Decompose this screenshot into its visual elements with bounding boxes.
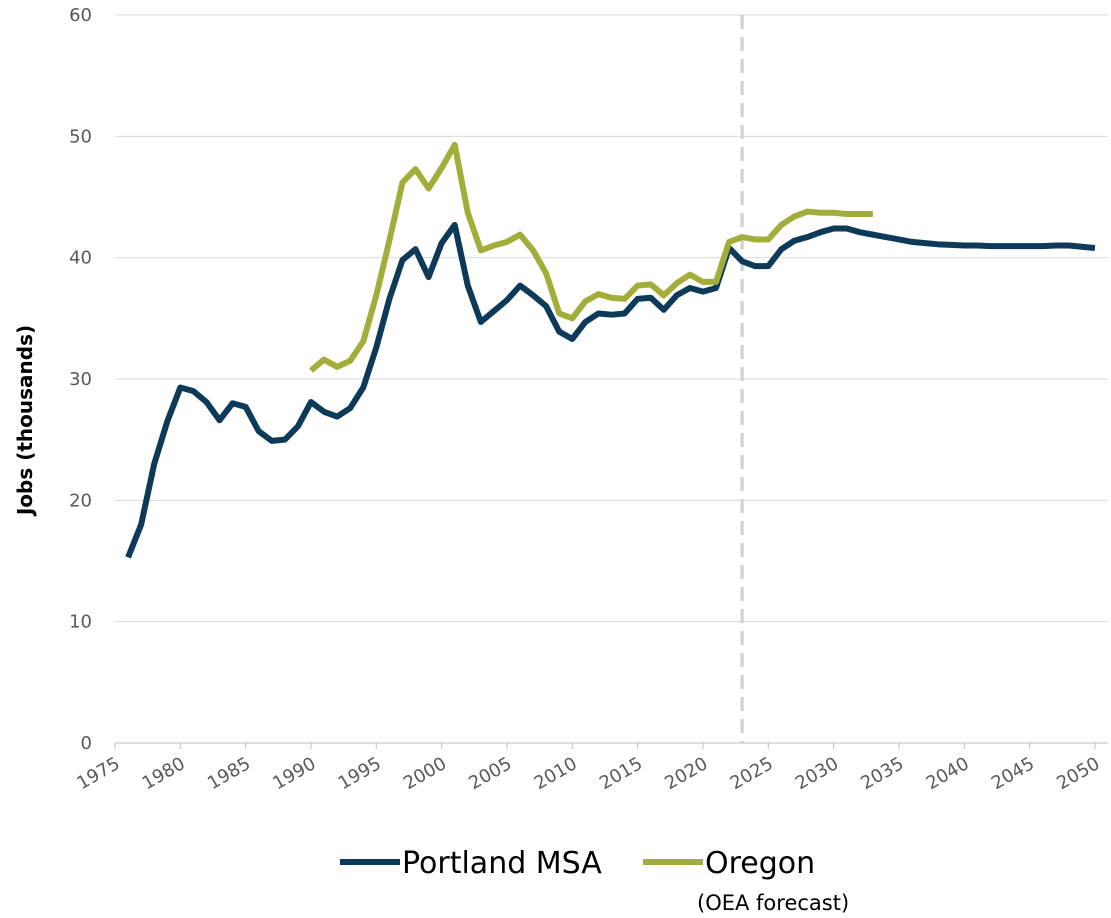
x-tick-label: 2040 xyxy=(923,753,973,794)
x-tick-label: 2005 xyxy=(465,753,515,794)
x-tick-label: 2000 xyxy=(400,753,450,794)
y-tick-label: 0 xyxy=(81,733,92,754)
x-tick-label: 2030 xyxy=(792,753,842,794)
x-tick-label: 2035 xyxy=(857,753,907,794)
y-tick-label: 60 xyxy=(69,5,92,26)
y-tick-label: 30 xyxy=(69,369,92,390)
x-tick-label: 2045 xyxy=(988,753,1038,794)
series-line xyxy=(125,221,1096,559)
x-tick-label: 1985 xyxy=(204,753,254,794)
y-tick-label: 50 xyxy=(69,126,92,147)
x-tick-label: 2015 xyxy=(596,753,646,794)
x-tick-label: 1990 xyxy=(269,753,319,794)
x-tick-label: 1975 xyxy=(73,753,123,794)
x-tick-label: 2020 xyxy=(661,753,711,794)
series-line xyxy=(309,141,873,373)
x-tick-label: 2025 xyxy=(727,753,777,794)
x-tick-label: 2010 xyxy=(531,753,581,794)
x-tick-label: 1980 xyxy=(139,753,189,794)
legend-note: (OEA forecast) xyxy=(697,891,849,915)
y-axis-label: Jobs (thousands) xyxy=(13,325,37,517)
x-tick-label: 1995 xyxy=(335,753,385,794)
x-tick-label: 2050 xyxy=(1053,753,1103,794)
y-tick-label: 40 xyxy=(69,248,92,269)
legend-label: Oregon xyxy=(705,846,815,881)
legend-label: Portland MSA xyxy=(402,846,602,881)
y-tick-label: 20 xyxy=(69,490,92,511)
y-tick-label: 10 xyxy=(69,612,92,633)
